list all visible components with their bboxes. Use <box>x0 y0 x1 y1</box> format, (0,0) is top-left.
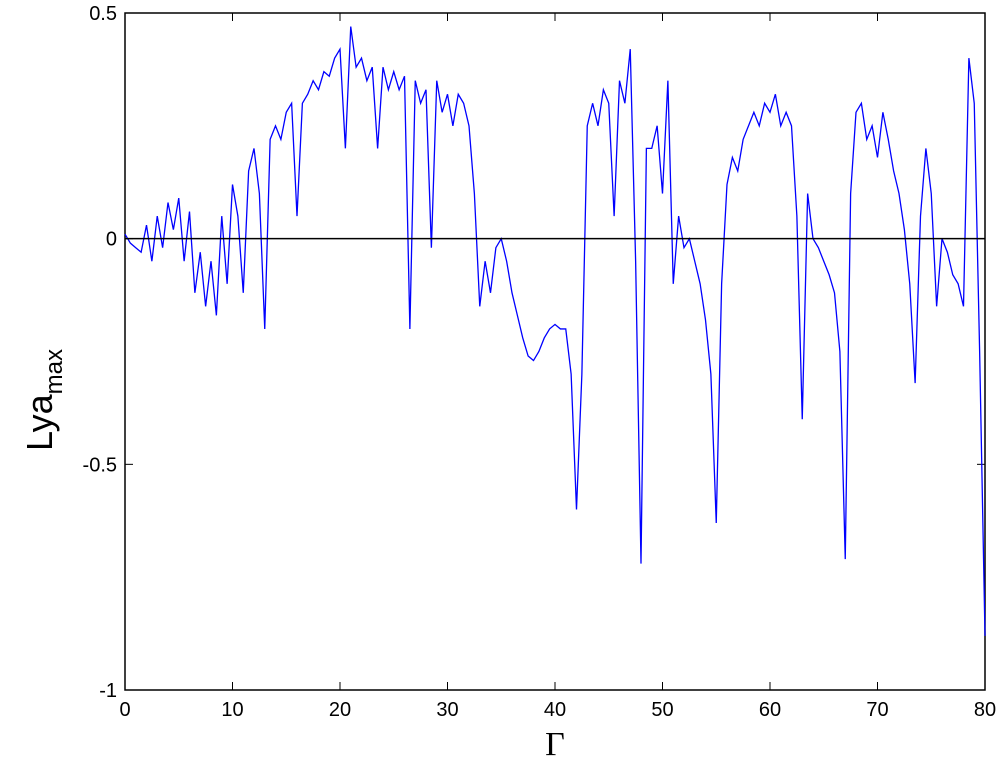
x-tick-label: 80 <box>974 699 996 721</box>
x-tick-label: 20 <box>329 699 351 721</box>
x-tick-label: 50 <box>651 699 673 721</box>
x-tick-label: 60 <box>759 699 781 721</box>
y-label-main: Lya <box>19 393 60 451</box>
y-label-subscript: max <box>41 349 68 394</box>
x-axis-label: Γ <box>545 726 565 763</box>
x-tick-label: 70 <box>866 699 888 721</box>
y-tick-label: -1 <box>99 680 117 702</box>
x-tick-label: 0 <box>119 699 130 721</box>
y-axis-label: Lyamax <box>19 349 68 451</box>
y-tick-label: 0 <box>106 229 117 251</box>
x-tick-label: 40 <box>544 699 566 721</box>
data-line <box>124 26 986 636</box>
y-tick-label: -0.5 <box>83 454 117 476</box>
plot-area <box>124 12 986 691</box>
x-tick-label: 30 <box>436 699 458 721</box>
x-tick-label: 10 <box>221 699 243 721</box>
y-tick-label: 0.5 <box>89 3 117 25</box>
